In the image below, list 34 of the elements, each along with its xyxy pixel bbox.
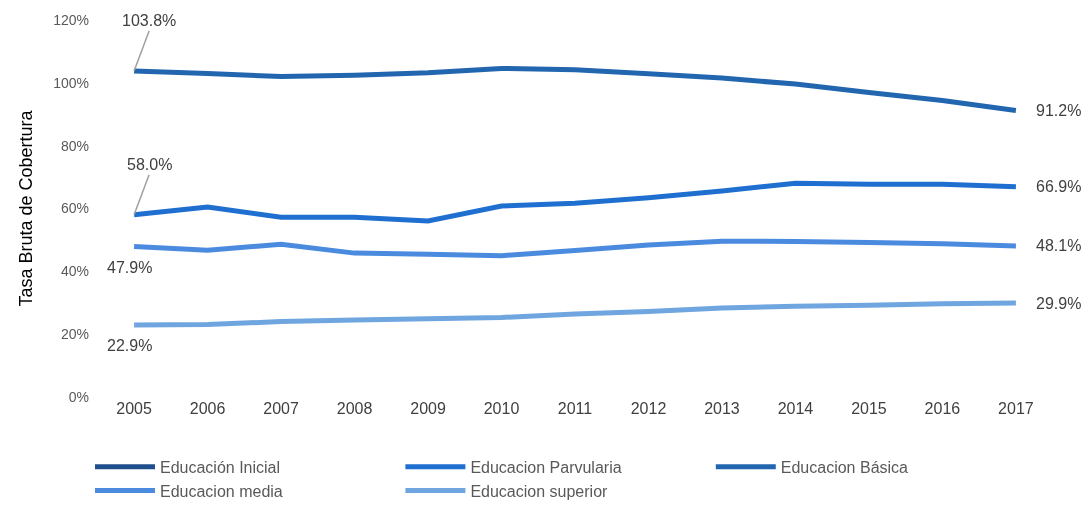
y-tick-label: 40% [60,263,89,280]
x-tick-label: 2014 [777,400,814,417]
data-label: 103.8% [122,12,177,29]
data-label: 29.9% [1036,295,1082,312]
x-tick-label: 2006 [189,400,226,417]
legend-label: Educacion Parvularia [470,458,622,476]
data-label: 22.9% [107,337,153,354]
data-label: 91.2% [1036,102,1082,119]
x-tick-label: 2009 [410,400,446,417]
legend-label: Educacion superior [470,482,609,500]
x-tick-label: 2005 [116,400,152,417]
y-axis-title: Tasa Bruta de Cobertura [16,109,37,307]
legend-label: Educacion Básica [780,458,909,476]
x-tick-label: 2012 [630,400,667,417]
y-tick-label: 20% [60,326,89,343]
x-tick-label: 2007 [263,400,299,417]
x-tick-label: 2016 [924,400,961,417]
x-tick-label: 2010 [483,400,520,417]
x-tick-label: 2011 [557,400,593,417]
y-tick-label: 60% [60,200,89,217]
x-tick-label: 2017 [998,400,1034,417]
x-tick-label: 2015 [851,400,887,417]
legend-label: Educacion media [160,482,283,500]
y-tick-label: 100% [53,74,89,91]
data-label: 58.0% [127,156,173,173]
y-tick-label: 120% [53,11,89,28]
data-label: 47.9% [107,259,153,276]
y-tick-label: 80% [60,137,89,154]
x-tick-label: 2013 [704,400,740,417]
legend-label: Educación Inicial [160,458,281,476]
x-tick-label: 2008 [336,400,373,417]
y-tick-label: 0% [68,388,89,405]
data-label: 66.9% [1036,178,1082,195]
data-label: 48.1% [1036,237,1082,254]
